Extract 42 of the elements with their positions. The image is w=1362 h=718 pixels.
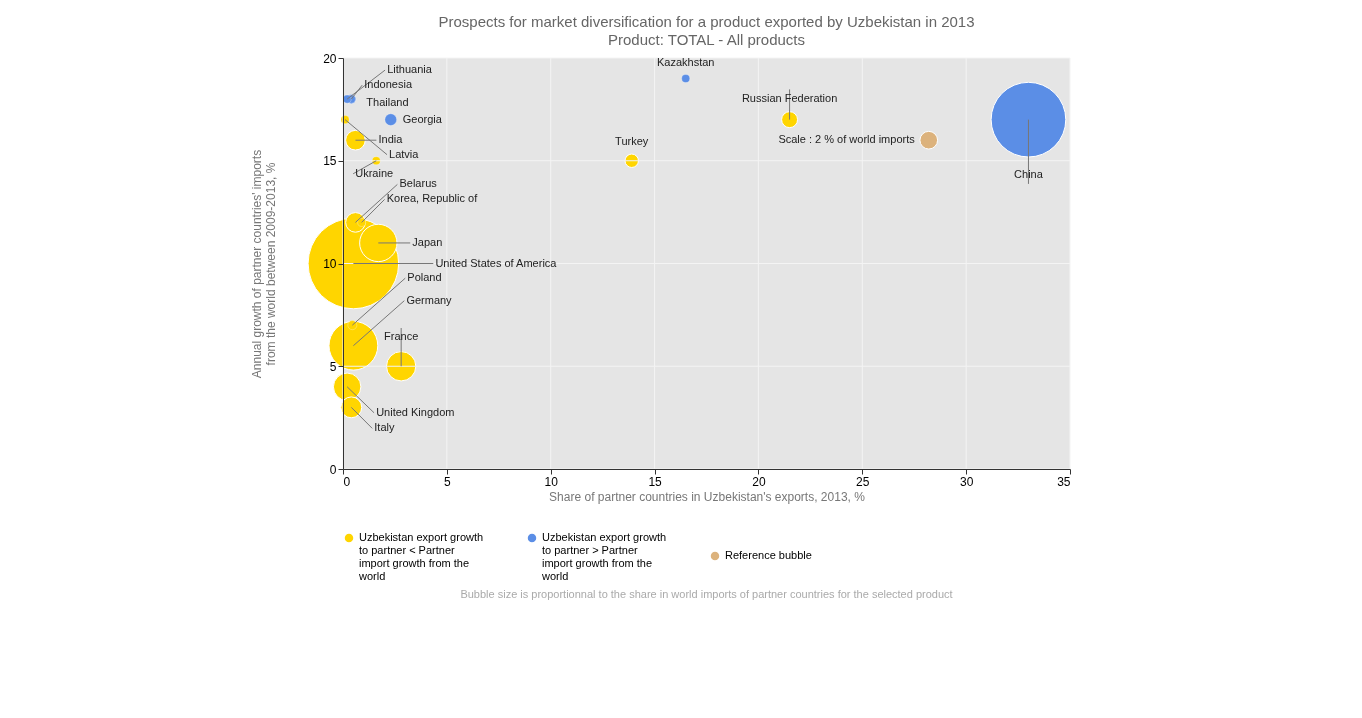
annotation: Georgia xyxy=(402,112,443,125)
x-tick-label: 35 xyxy=(1057,474,1071,489)
chart-title: Prospects for market diversification for a product exported by Uzbekistan in 2013 xyxy=(438,13,975,30)
annotation: Korea, Republic of xyxy=(386,192,479,205)
legend-label: Uzbekistan export growth to partner > Partner import growth from the world xyxy=(541,531,667,582)
y-tick-label: 5 xyxy=(329,359,337,374)
chart-subtitle: Product: TOTAL - All products xyxy=(607,31,806,48)
annotation: Latvia xyxy=(389,147,420,160)
annotation: Italy xyxy=(374,421,395,434)
annotation: Japan xyxy=(412,235,443,248)
annotation: Indonesia xyxy=(364,78,413,91)
x-tick-label: 30 xyxy=(959,474,974,489)
annotation: Scale : 2 % of world imports xyxy=(778,133,916,146)
legend-label: Reference bubble xyxy=(725,549,812,561)
y-tick-label: 0 xyxy=(329,462,337,477)
annotation: India xyxy=(378,133,404,146)
annotation: United Kingdom xyxy=(376,405,455,418)
annotation: Kazakhstan xyxy=(656,55,715,68)
x-axis-title: Share of partner countries in Uzbekistan's exports, 2013, % xyxy=(549,489,866,504)
x-tick-label: 20 xyxy=(752,474,766,489)
legend-label: Uzbekistan export growth to partner < Partner import growth from the world xyxy=(358,531,484,582)
x-tick-label: 5 xyxy=(444,474,452,489)
y-tick-label: 10 xyxy=(323,257,337,271)
annotation: Turkey xyxy=(615,134,649,147)
y-axis-title: Annual growth of partner countries' imports from the world between 2009-2013, % xyxy=(250,149,279,379)
x-tick-label: 0 xyxy=(343,474,351,489)
annotation: France xyxy=(384,330,419,343)
annotation: Poland xyxy=(407,271,442,284)
annotation: Germany xyxy=(406,293,453,306)
annotation: China xyxy=(1014,167,1044,180)
annotation: Ukraine xyxy=(355,166,394,179)
x-tick-label: 15 xyxy=(648,474,663,489)
y-tick-label: 15 xyxy=(323,154,337,169)
annotation: Lithuania xyxy=(387,63,433,76)
x-tick-label: 25 xyxy=(856,474,870,489)
y-tick-label: 20 xyxy=(323,51,337,66)
annotation: United States of America xyxy=(435,256,558,269)
annotation: Russian Federation xyxy=(741,91,838,104)
annotation: Belarus xyxy=(399,177,438,190)
annotation: Thailand xyxy=(366,96,409,109)
text: Bubble size is proportionnal to the share in world imports of partner countries for the selected product xyxy=(460,588,953,600)
x-tick-label: 10 xyxy=(544,474,559,489)
